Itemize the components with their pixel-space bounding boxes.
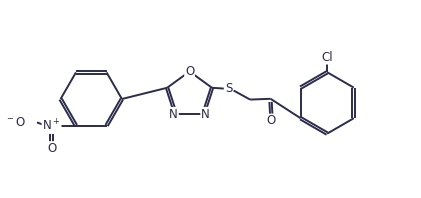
- Text: S: S: [225, 82, 232, 95]
- Text: $^-$O: $^-$O: [5, 116, 27, 129]
- Text: O: O: [47, 142, 56, 155]
- Text: N: N: [201, 108, 210, 121]
- Text: Cl: Cl: [321, 51, 333, 64]
- Text: N$^+$: N$^+$: [42, 118, 61, 133]
- Text: O: O: [185, 65, 194, 78]
- Text: O: O: [267, 114, 276, 127]
- Text: N: N: [169, 108, 178, 121]
